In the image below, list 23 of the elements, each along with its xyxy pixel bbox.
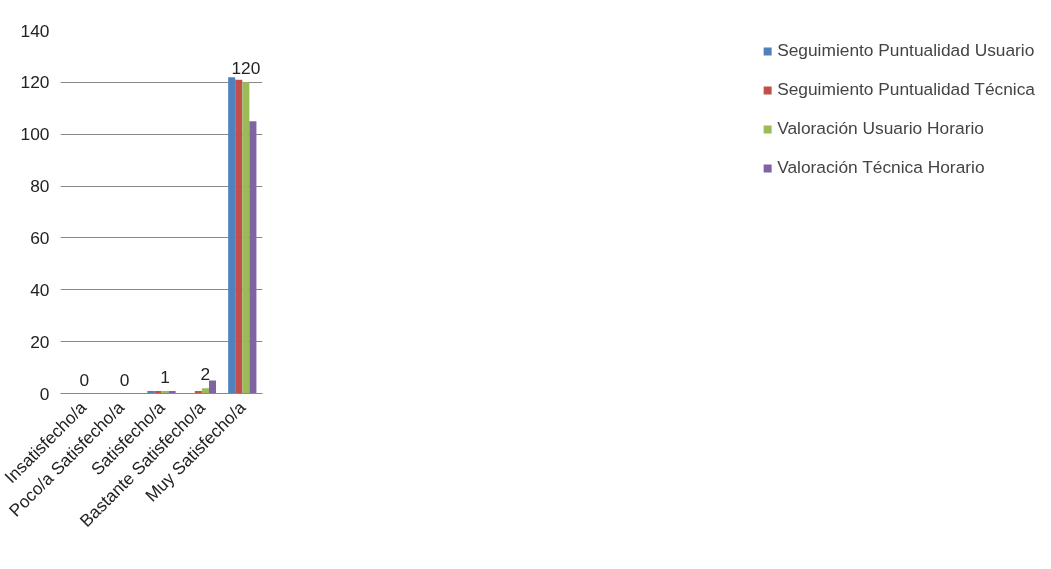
legend-label: Valoración Usuario Horario	[777, 118, 984, 139]
data-label: 120	[231, 58, 261, 79]
bar	[228, 77, 236, 394]
y-tick-label: 80	[30, 176, 50, 197]
data-label: 2	[200, 364, 211, 385]
bar	[235, 79, 243, 394]
y-tick-label: 20	[30, 331, 50, 352]
bar	[208, 380, 217, 394]
bar	[249, 121, 257, 394]
y-tick-label: 40	[30, 279, 50, 300]
y-tick-label: 60	[30, 227, 50, 248]
bar	[201, 388, 209, 394]
data-label: 1	[160, 366, 170, 387]
data-label: 0	[79, 369, 90, 390]
legend-label: Seguimiento Puntualidad Usuario	[777, 40, 1035, 61]
y-tick-label: 100	[20, 124, 50, 145]
data-label: 0	[119, 369, 130, 390]
legend-label: Valoración Técnica Horario	[777, 157, 985, 178]
legend-label: Seguimiento Puntualidad Técnica	[777, 79, 1035, 100]
y-tick-label: 140	[20, 20, 50, 41]
bar	[242, 82, 250, 394]
y-tick-label: 0	[39, 383, 50, 404]
y-tick-label: 120	[20, 72, 50, 93]
